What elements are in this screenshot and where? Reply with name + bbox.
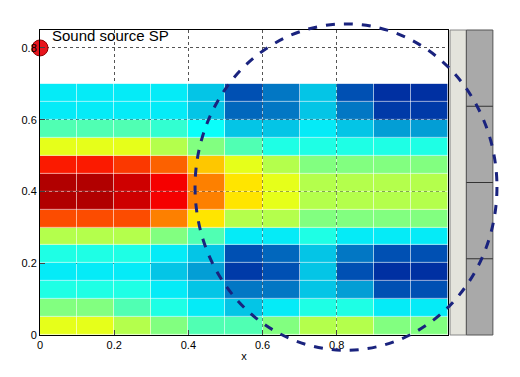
svg-text:x: x bbox=[241, 350, 247, 362]
svg-text:Sound source SP: Sound source SP bbox=[52, 27, 169, 44]
svg-text:0.2: 0.2 bbox=[22, 257, 37, 269]
svg-text:0.8: 0.8 bbox=[22, 42, 37, 54]
svg-text:0.4: 0.4 bbox=[22, 185, 37, 197]
svg-text:0: 0 bbox=[37, 339, 43, 351]
svg-text:0: 0 bbox=[31, 329, 37, 341]
svg-text:0.6: 0.6 bbox=[255, 339, 270, 351]
svg-text:0.6: 0.6 bbox=[22, 114, 37, 126]
svg-text:0.2: 0.2 bbox=[107, 339, 122, 351]
svg-text:0.4: 0.4 bbox=[181, 339, 196, 351]
svg-text:0.8: 0.8 bbox=[329, 339, 344, 351]
